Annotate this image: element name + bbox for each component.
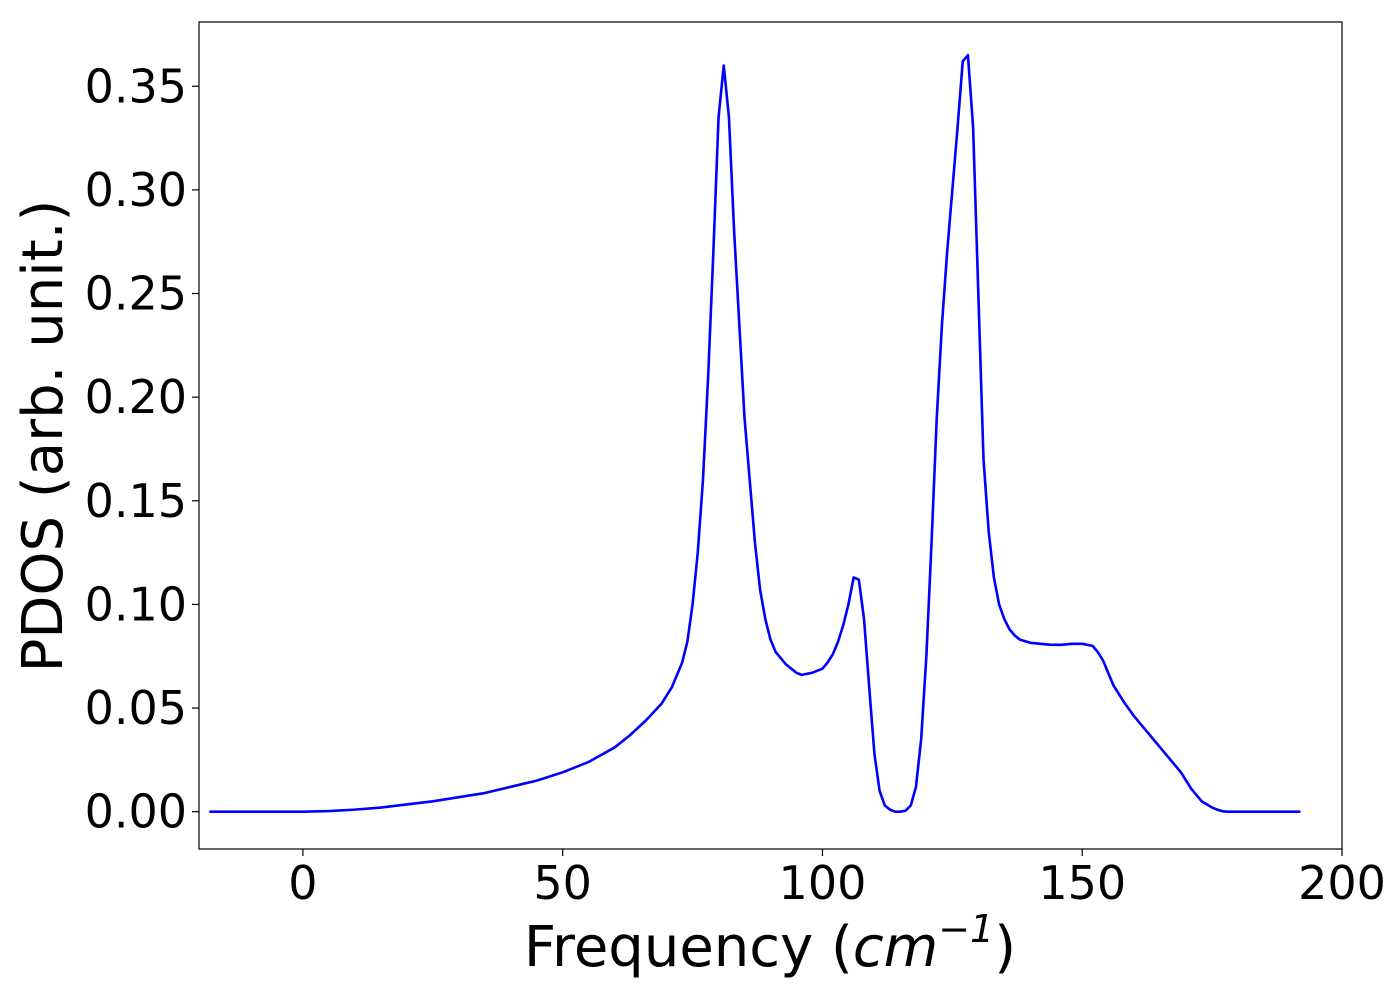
y-tick-label: 0.35 bbox=[85, 59, 187, 113]
series-layer bbox=[209, 53, 1301, 813]
y-tick-label: 0.10 bbox=[85, 577, 187, 631]
x-axis-ticks: 0 50 100 150 200 bbox=[288, 849, 1386, 910]
y-axis-ticks: 0.00 0.05 0.10 0.15 0.20 0.25 0.30 0.35 bbox=[85, 59, 199, 839]
y-tick-label: 0.00 bbox=[85, 785, 187, 839]
x-tick-label: 100 bbox=[779, 856, 867, 910]
y-tick-label: 0.25 bbox=[85, 267, 187, 321]
x-tick-label: 150 bbox=[1038, 856, 1126, 910]
y-tick-label: 0.15 bbox=[85, 474, 187, 528]
y-tick-label: 0.30 bbox=[85, 163, 187, 217]
plot-frame bbox=[198, 21, 1343, 850]
x-axis-label-sup: −1 bbox=[938, 907, 994, 951]
x-tick-label: 50 bbox=[533, 856, 592, 910]
y-tick-label: 0.20 bbox=[85, 370, 187, 424]
x-axis-label-post: ) bbox=[994, 915, 1016, 980]
x-axis-label-var: cm bbox=[853, 915, 938, 980]
x-tick-label: 200 bbox=[1298, 856, 1386, 910]
x-axis-label: Frequency (cm−1) bbox=[524, 907, 1016, 980]
pdos-series-line-0 bbox=[209, 53, 1301, 813]
y-tick-label: 0.05 bbox=[85, 681, 187, 735]
x-axis-label-pre: Frequency ( bbox=[524, 915, 853, 980]
y-axis-label: PDOS (arb. unit.) bbox=[11, 200, 76, 673]
x-tick-label: 0 bbox=[288, 856, 317, 910]
